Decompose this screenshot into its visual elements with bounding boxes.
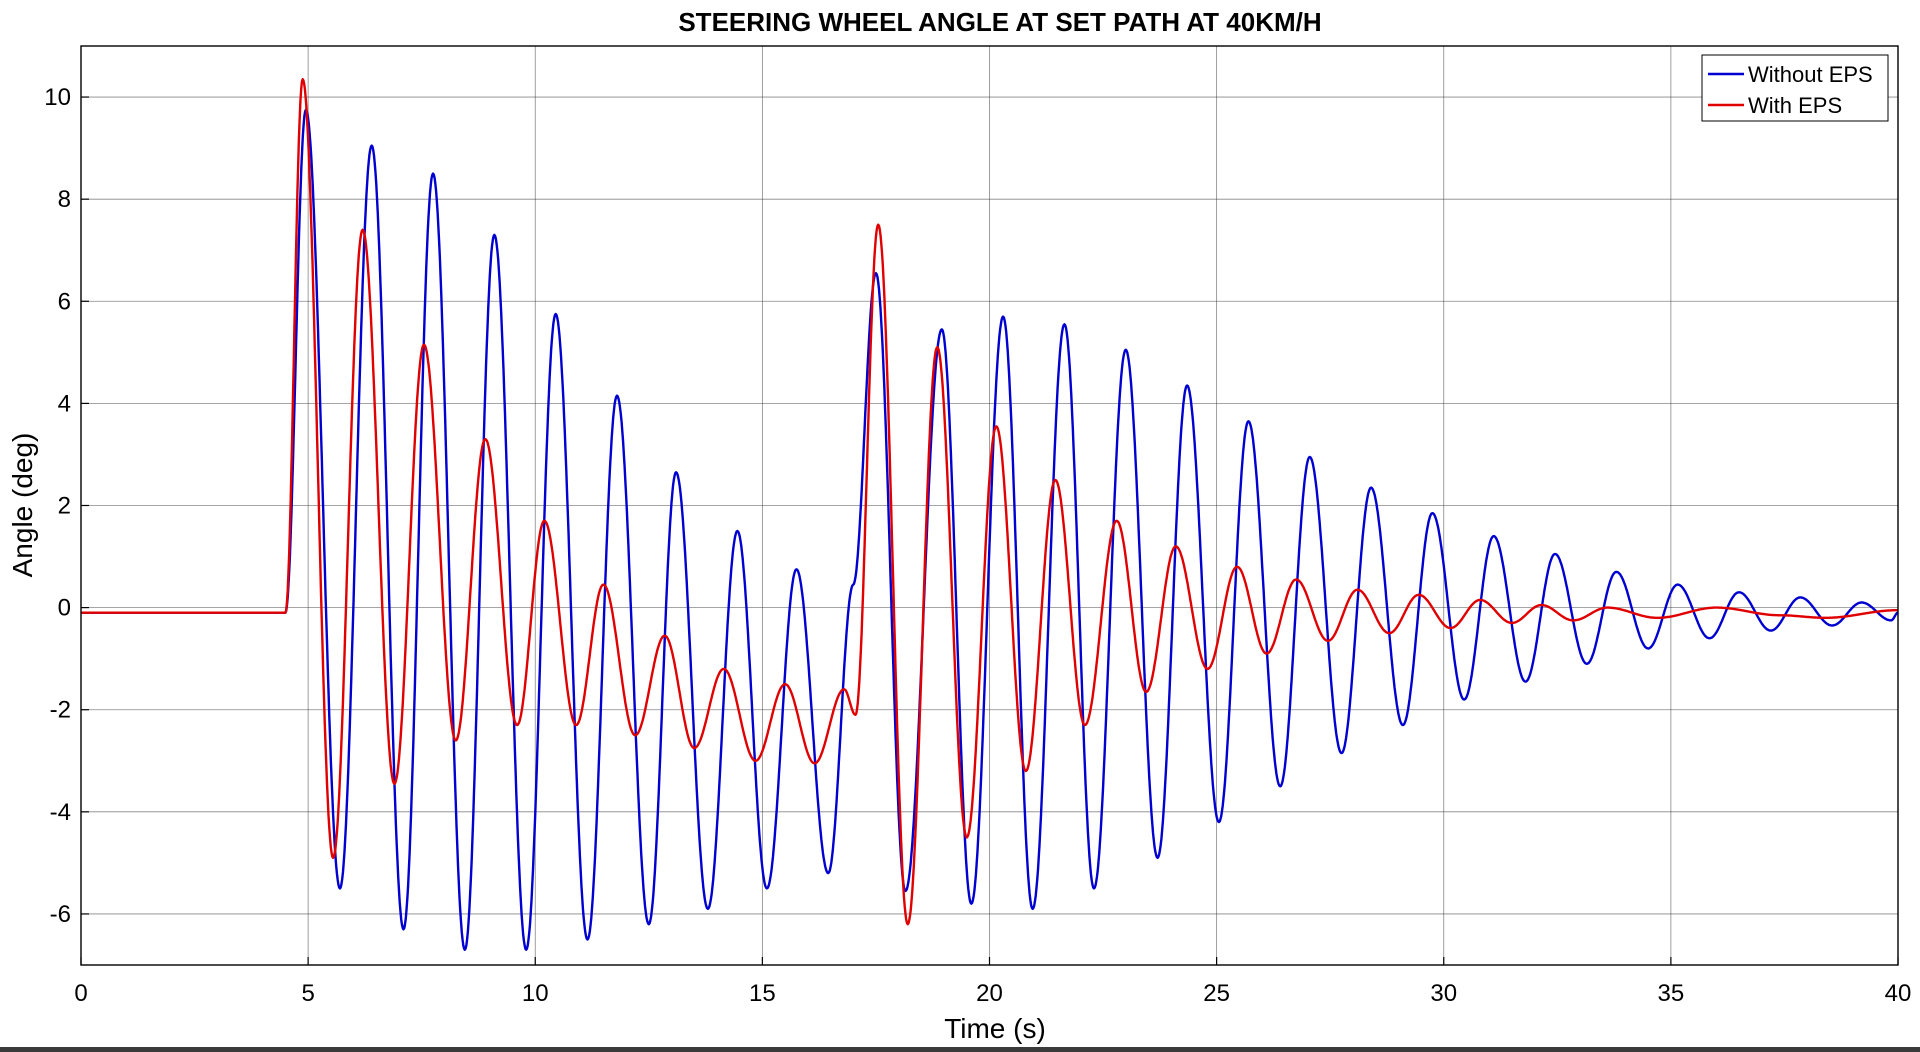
y-axis-label: Angle (deg) bbox=[7, 433, 38, 578]
x-tick-label: 30 bbox=[1430, 980, 1457, 1007]
y-tick-label: 8 bbox=[58, 186, 71, 213]
x-tick-label: 0 bbox=[74, 980, 87, 1007]
x-tick-label: 20 bbox=[976, 980, 1003, 1007]
legend-entry: With EPS bbox=[1748, 93, 1842, 118]
y-tick-label: -6 bbox=[50, 901, 71, 928]
series-line-with-eps bbox=[80, 78, 1899, 926]
x-tick-label: 15 bbox=[749, 980, 776, 1007]
x-tick-label: 40 bbox=[1885, 980, 1912, 1007]
y-tick-label: 0 bbox=[58, 595, 71, 622]
x-tick-label: 35 bbox=[1658, 980, 1685, 1007]
chart-title: STEERING WHEEL ANGLE AT SET PATH AT 40KM… bbox=[678, 7, 1321, 37]
y-tick-label: 4 bbox=[58, 390, 71, 417]
y-tick-label: 6 bbox=[58, 288, 71, 315]
grid bbox=[80, 46, 1899, 965]
x-tick-label: 5 bbox=[301, 980, 314, 1007]
plot-frame bbox=[80, 45, 1899, 966]
y-tick-label: 2 bbox=[58, 493, 71, 520]
plot-series bbox=[80, 78, 1899, 951]
legend-box bbox=[1701, 54, 1889, 122]
window-bottom-edge bbox=[0, 1047, 1920, 1052]
legend: Without EPS With EPS bbox=[1701, 54, 1889, 122]
y-tick-label: 10 bbox=[44, 84, 71, 111]
legend-entry: Without EPS bbox=[1748, 62, 1873, 87]
series-line-without-eps bbox=[80, 108, 1899, 951]
y-tick-label: -2 bbox=[50, 697, 71, 724]
y-tick-label: -4 bbox=[50, 799, 71, 826]
x-axis-label: Time (s) bbox=[944, 1013, 1046, 1044]
x-tick-label: 25 bbox=[1203, 980, 1230, 1007]
tick-labels: 0 5 10 15 20 25 30 35 40 -6 -4 -2 0 2 4 6 8 10 bbox=[44, 84, 1911, 1007]
x-tick-label: 10 bbox=[522, 980, 549, 1007]
